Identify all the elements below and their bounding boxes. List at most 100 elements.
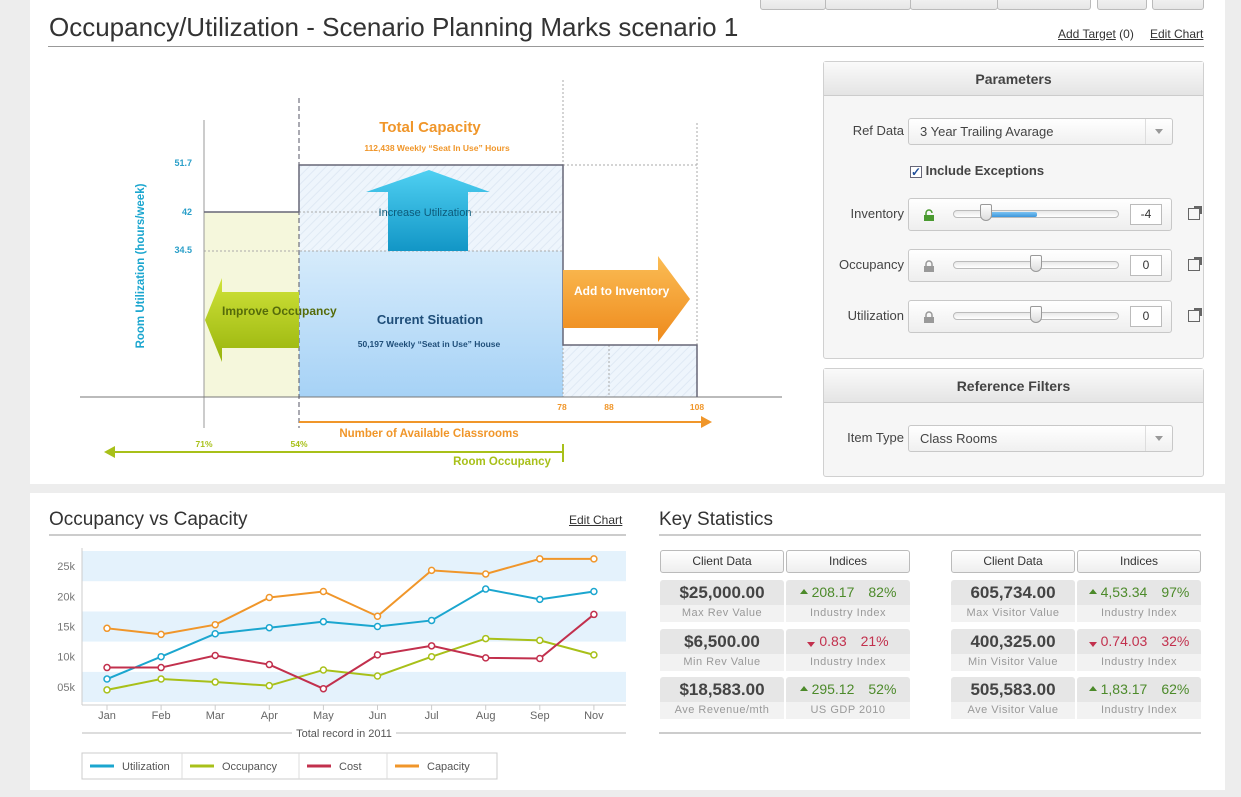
y-tick-label: 20k — [57, 591, 75, 603]
add-target-link[interactable]: Add Target — [1058, 27, 1116, 41]
field-label: Occupancy — [838, 257, 904, 272]
page-title: Occupancy/Utilization - Scenario Plannin… — [49, 12, 739, 42]
x-axis-label: Total record in 2011 — [296, 728, 392, 740]
index-percent: 52% — [868, 681, 897, 697]
select-value: 3 Year Trailing Avarage — [920, 124, 1054, 139]
point — [157, 652, 165, 661]
select-arrow — [1145, 119, 1172, 144]
x-tick-label: Sep — [530, 710, 550, 722]
item-type-select[interactable]: Class Rooms — [908, 425, 1173, 452]
x-label-bg — [292, 725, 396, 740]
series-line — [107, 613, 595, 690]
increase-arrow — [366, 170, 490, 251]
arrow-label: Increase Utilization — [379, 207, 472, 219]
select-arrow — [1145, 426, 1172, 451]
value: $18,583.00 — [660, 677, 784, 702]
line-chart: 05k 10k 15k 20k 25k Jan Feb Mar Apr May Jun Jul Aug S… — [49, 534, 1201, 780]
index-label: Industry Index — [786, 653, 910, 671]
open-icon[interactable] — [1188, 206, 1202, 220]
slider-thumb[interactable] — [980, 204, 992, 221]
icon-button[interactable] — [1152, 0, 1204, 10]
point — [481, 585, 490, 593]
select-value: Class Rooms — [920, 431, 998, 446]
field-label: Ref Data — [852, 123, 904, 138]
value-label: Max Visitor Value — [951, 605, 1075, 622]
edit-chart-link[interactable]: Edit Chart — [569, 513, 623, 527]
index-change: 0.74.03 — [1100, 632, 1148, 649]
occupancy-label: Room Occupancy — [453, 456, 551, 468]
lock-icon[interactable] — [923, 208, 935, 221]
lock-icon[interactable] — [923, 259, 935, 272]
y-tick-label: 10k — [57, 652, 75, 664]
index-cell: 0.74.03 32% Industry Index — [1077, 628, 1201, 671]
open-icon[interactable] — [1188, 257, 1202, 271]
current-note: 50,197 Weekly “Seat in Use” House — [358, 339, 501, 349]
y-mark: 51.7 — [174, 158, 192, 168]
column-header: Indices — [1077, 550, 1201, 573]
slider-fill — [987, 212, 1037, 217]
arrow-label-text: Increase Utilization — [379, 207, 472, 219]
checkbox-row: ✓ Include Exceptions — [910, 163, 1044, 178]
value-cell: 605,734.00 Max Visitor Value — [951, 580, 1075, 622]
point — [211, 651, 219, 660]
y-tick-label: 25k — [57, 561, 75, 573]
index-percent: 62% — [1161, 681, 1190, 697]
field-label: Utilization — [847, 308, 904, 323]
column-header: Client Data — [951, 550, 1075, 573]
legend-label: Occupancy — [222, 761, 278, 773]
index-percent: 82% — [868, 584, 897, 600]
trend-arrow — [1088, 641, 1097, 647]
point — [265, 593, 274, 602]
value: 605,734.00 — [951, 580, 1075, 605]
point — [590, 651, 598, 659]
value-cell: $25,000.00 Max Rev Value — [660, 580, 784, 622]
panel-title: Reference Filters — [824, 369, 1203, 403]
index-percent: 21% — [860, 632, 889, 649]
slider-value[interactable]: 0 — [1130, 255, 1162, 276]
index-change: 208.17 — [811, 584, 855, 600]
point — [265, 681, 274, 690]
series-line — [106, 588, 595, 680]
filters-panel: Reference Filters Item Type Class Rooms — [823, 368, 1204, 477]
slider-value[interactable]: 0 — [1130, 306, 1162, 327]
slider-thumb[interactable] — [1030, 306, 1042, 323]
point — [590, 587, 598, 596]
slider-thumb[interactable] — [1030, 255, 1042, 272]
point — [319, 666, 328, 674]
x-tick-label: May — [313, 710, 334, 722]
index-cell: 1,83.17 62% Industry Index — [1077, 677, 1201, 719]
open-icon[interactable] — [1188, 308, 1202, 322]
trend-arrow — [1088, 589, 1097, 594]
x-mark: 108 — [690, 402, 704, 412]
x-mark: 88 — [604, 402, 614, 412]
grid-band — [82, 581, 626, 612]
point — [427, 566, 436, 575]
add-target: Add Target (0) — [1058, 27, 1134, 41]
x-tick-label: Apr — [261, 710, 278, 722]
button-label: Load — [855, 0, 882, 3]
title-rule — [48, 46, 1204, 47]
value-cell: $18,583.00 Ave Revenue/mth — [660, 677, 784, 719]
value: 505,583.00 — [951, 677, 1075, 702]
button-label: Delete — [1027, 0, 1062, 3]
point — [157, 675, 165, 683]
ref-data-select[interactable]: 3 Year Trailing Avarage — [908, 118, 1173, 145]
x-tick-label: Feb — [152, 710, 171, 722]
section-title: Occupancy vs Capacity — [49, 509, 248, 530]
button[interactable]: Delete — [997, 0, 1091, 10]
value-label: Max Rev Value — [660, 605, 784, 622]
checkbox-label: Include Exceptions — [925, 163, 1045, 178]
value: $6,500.00 — [660, 628, 784, 654]
point — [481, 654, 490, 662]
edit-chart-link[interactable]: Edit Chart — [1150, 27, 1204, 41]
value-cell: 400,325.00 Min Visitor Value — [951, 628, 1075, 671]
legend-label: Cost — [339, 761, 362, 773]
occupancy-mark: 71% — [195, 439, 212, 449]
checkbox[interactable]: ✓ — [910, 165, 922, 179]
point — [481, 570, 490, 578]
icon-button[interactable] — [1097, 0, 1147, 10]
lock-icon[interactable] — [923, 310, 935, 323]
index-row: 0.74.03 32% — [1077, 628, 1201, 654]
index-change: 295.12 — [811, 681, 855, 697]
slider-value[interactable]: -4 — [1130, 204, 1162, 225]
